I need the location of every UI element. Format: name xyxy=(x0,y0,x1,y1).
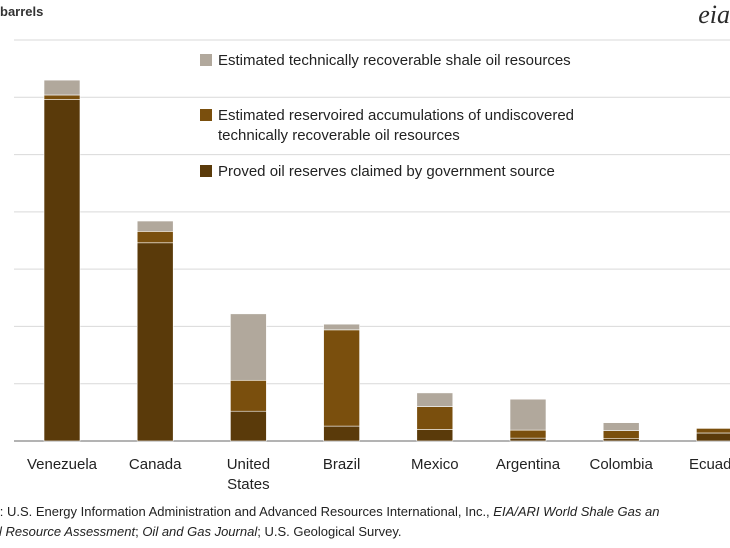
bar-segment-mexico-s1 xyxy=(416,406,454,430)
x-tick-label: Venezuela xyxy=(27,456,98,473)
legend-swatch xyxy=(200,165,212,177)
bar-segment-colombia-s0 xyxy=(602,438,640,442)
x-tick-label: States xyxy=(227,476,270,493)
x-tick-label: Mexico xyxy=(411,456,459,473)
bar-segment-canada-s1 xyxy=(136,231,174,244)
x-tick-label: Argentina xyxy=(496,456,561,473)
bar-segment-venezuela-s0 xyxy=(43,99,81,442)
bar-segment-argentina-s2 xyxy=(509,398,547,431)
legend-label: Estimated technically recoverable shale … xyxy=(218,52,571,69)
bar-segment-brazil-s1 xyxy=(323,329,360,427)
bar-segment-united-states-s2 xyxy=(230,313,267,381)
source-line-1: es: U.S. Energy Information Administrati… xyxy=(0,504,660,519)
x-tick-label: Brazil xyxy=(323,456,361,473)
x-tick-label: Colombia xyxy=(590,456,654,473)
bar-segment-colombia-s1 xyxy=(602,430,640,440)
unit-label: barrels xyxy=(0,4,44,19)
legend-label: technically recoverable oil resources xyxy=(218,127,460,144)
legend: Estimated technically recoverable shale … xyxy=(200,52,574,180)
bar-segment-mexico-s2 xyxy=(416,392,454,407)
bar-segment-colombia-s2 xyxy=(602,422,640,431)
bar-segment-canada-s0 xyxy=(136,242,174,442)
bars xyxy=(43,79,730,442)
bar-segment-united-states-s0 xyxy=(230,410,267,442)
bar-segment-mexico-s0 xyxy=(416,429,454,442)
bar-segment-ecuador-s0 xyxy=(696,432,730,442)
x-tick-label: Ecuado xyxy=(689,456,730,473)
legend-label: Proved oil reserves claimed by governmen… xyxy=(218,163,555,180)
bar-segment-united-states-s1 xyxy=(230,379,267,412)
bar-segment-argentina-s1 xyxy=(509,429,547,439)
eia-logo: eia xyxy=(698,0,730,29)
legend-swatch xyxy=(200,109,212,121)
source-line-2: Oil Resource Assessment; Oil and Gas Jou… xyxy=(0,524,402,539)
bar-segment-argentina-s0 xyxy=(509,437,547,442)
bar-segment-brazil-s2 xyxy=(323,323,360,331)
x-tick-label: United xyxy=(227,456,270,473)
bar-segment-brazil-s0 xyxy=(323,425,360,442)
x-tick-label: Canada xyxy=(129,456,182,473)
gridlines xyxy=(14,39,730,442)
bar-segment-ecuador-s1 xyxy=(696,428,730,434)
bar-segment-canada-s2 xyxy=(136,220,174,232)
x-tick-labels: Venezuela Canada United States Brazil Mexico A… xyxy=(27,456,730,493)
bar-segment-venezuela-s1 xyxy=(43,94,81,100)
source-note: es: U.S. Energy Information Administrati… xyxy=(0,502,659,542)
bar-segment-venezuela-s2 xyxy=(43,79,81,96)
legend-label: Estimated reservoired accumulations of u… xyxy=(218,107,574,124)
legend-swatch xyxy=(200,54,212,66)
